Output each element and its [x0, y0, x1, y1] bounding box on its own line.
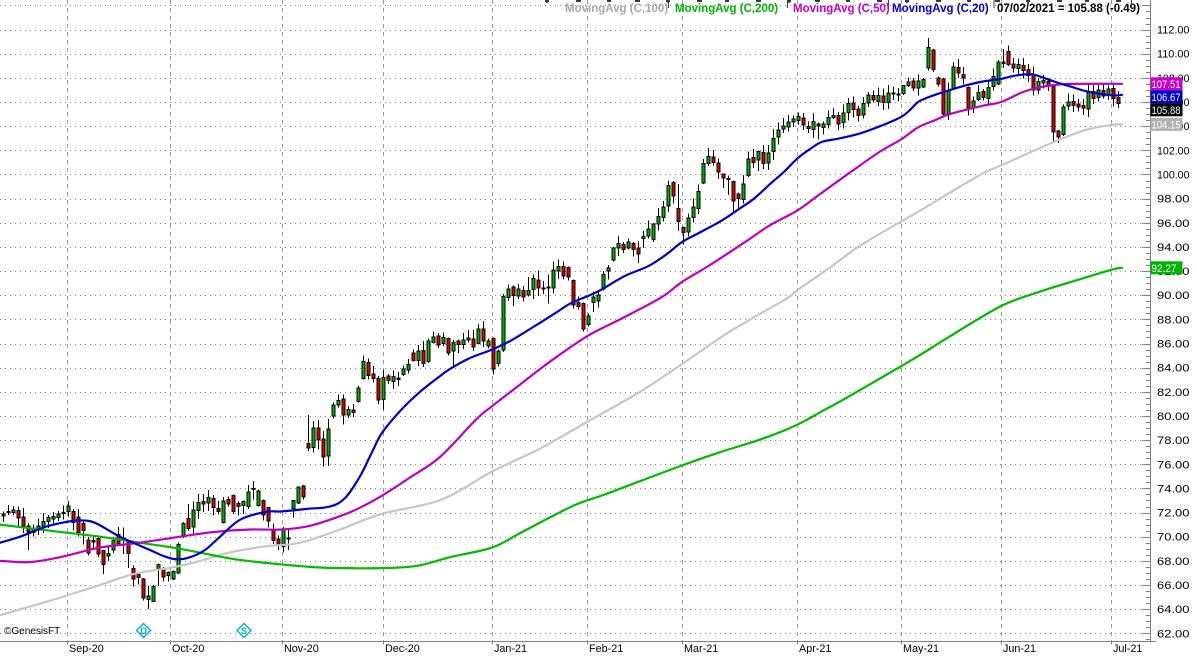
- svg-text:Mar-21: Mar-21: [684, 643, 718, 654]
- svg-text:80.00: 80.00: [1157, 411, 1190, 423]
- svg-text:MovingAvg (C,100): MovingAvg (C,100): [565, 3, 668, 15]
- svg-text:©GenesisFT: ©GenesisFT: [4, 626, 60, 637]
- svg-text:Jul-21: Jul-21: [1113, 643, 1142, 654]
- svg-text:70.00: 70.00: [1157, 532, 1190, 544]
- svg-text:74.00: 74.00: [1157, 483, 1190, 495]
- svg-text:110.00: 110.00: [1157, 49, 1190, 61]
- svg-text:92.27: 92.27: [1152, 263, 1177, 275]
- svg-text:64.00: 64.00: [1157, 604, 1190, 616]
- svg-text:86.00: 86.00: [1157, 339, 1190, 351]
- svg-text:MovingAvg (C,200): MovingAvg (C,200): [675, 3, 778, 15]
- svg-text:105.88: 105.88: [1152, 105, 1181, 117]
- svg-text:May-21: May-21: [903, 643, 939, 654]
- svg-text:107.51: 107.51: [1152, 79, 1181, 91]
- svg-text:66.00: 66.00: [1157, 580, 1190, 592]
- svg-text:07/02/2021 = 105.88 (-0.49): 07/02/2021 = 105.88 (-0.49): [997, 3, 1140, 15]
- svg-text:MovingAvg (C,20): MovingAvg (C,20): [892, 3, 989, 15]
- svg-text:78.00: 78.00: [1157, 435, 1190, 447]
- svg-text:84.00: 84.00: [1157, 363, 1190, 375]
- svg-text:Oct-20: Oct-20: [172, 643, 204, 654]
- svg-text:Apr-21: Apr-21: [799, 643, 831, 654]
- svg-text:Dec-20: Dec-20: [385, 643, 420, 654]
- svg-text:104.15: 104.15: [1152, 119, 1181, 131]
- svg-text:72.00: 72.00: [1157, 508, 1190, 520]
- svg-text:76.00: 76.00: [1157, 459, 1190, 471]
- svg-text:MovingAvg (C,50): MovingAvg (C,50): [793, 3, 890, 15]
- svg-text:106.67: 106.67: [1152, 92, 1181, 104]
- svg-text:98.00: 98.00: [1157, 194, 1190, 206]
- svg-text:Jan-21: Jan-21: [494, 643, 527, 654]
- svg-text:88.00: 88.00: [1157, 314, 1190, 326]
- svg-text:Sep-20: Sep-20: [69, 643, 104, 654]
- svg-text:Nov-20: Nov-20: [284, 643, 319, 654]
- svg-text:112.00: 112.00: [1157, 25, 1190, 37]
- svg-text:68.00: 68.00: [1157, 556, 1190, 568]
- svg-text:96.00: 96.00: [1157, 218, 1190, 230]
- svg-text:100.00: 100.00: [1157, 170, 1190, 182]
- svg-text:S: S: [241, 626, 247, 637]
- svg-text:Feb-21: Feb-21: [589, 643, 623, 654]
- svg-text:102.00: 102.00: [1157, 145, 1190, 157]
- svg-text:90.00: 90.00: [1157, 290, 1190, 302]
- svg-text:Jun-21: Jun-21: [1003, 643, 1036, 654]
- svg-text:D: D: [140, 626, 147, 637]
- svg-text:82.00: 82.00: [1157, 387, 1190, 399]
- svg-text:94.00: 94.00: [1157, 242, 1190, 254]
- svg-text:62.00: 62.00: [1157, 628, 1190, 640]
